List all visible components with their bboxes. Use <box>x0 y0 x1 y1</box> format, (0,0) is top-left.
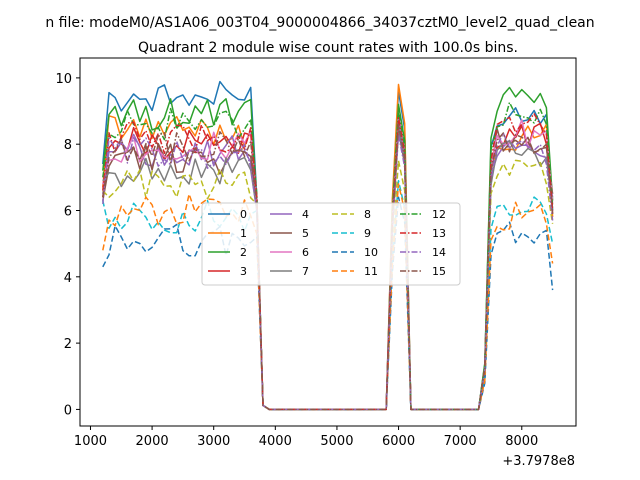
legend-label-15: 15 <box>432 265 446 278</box>
legend-label-10: 10 <box>364 246 378 259</box>
legend-label-2: 2 <box>240 246 247 259</box>
series-line-15 <box>102 123 554 411</box>
legend-label-14: 14 <box>432 246 446 259</box>
legend-label-6: 6 <box>302 246 309 259</box>
axes-frame <box>79 57 577 427</box>
x-axis: 1000 2000 3000 4000 5000 6000 7000 8000 <box>74 426 538 449</box>
y-tick-label: 8 <box>64 138 72 153</box>
legend-label-12: 12 <box>432 208 446 221</box>
x-tick-label: 1000 <box>74 434 107 449</box>
series-line-14 <box>102 132 554 411</box>
legend-label-11: 11 <box>364 265 378 278</box>
y-tick-label: 2 <box>64 337 72 352</box>
legend-label-13: 13 <box>432 227 446 240</box>
legend-label-0: 0 <box>240 208 247 221</box>
legend-label-4: 4 <box>302 208 309 221</box>
legend-label-7: 7 <box>302 265 309 278</box>
legend-label-3: 3 <box>240 265 247 278</box>
x-tick-label: 6000 <box>382 434 415 449</box>
y-axis: 0 2 4 6 8 10 <box>55 72 80 418</box>
legend-label-9: 9 <box>364 227 371 240</box>
x-tick-label: 4000 <box>259 434 292 449</box>
x-tick-label: 3000 <box>197 434 230 449</box>
x-tick-label: 2000 <box>136 434 169 449</box>
chart-title: Quadrant 2 module wise count rates with … <box>138 40 518 56</box>
legend-label-8: 8 <box>364 208 371 221</box>
y-tick-label: 0 <box>64 403 72 418</box>
legend-label-1: 1 <box>240 227 247 240</box>
figure-suptitle: n file: modeM0/AS1A06_003T04_9000004866_… <box>45 15 594 31</box>
x-tick-label: 5000 <box>320 434 353 449</box>
x-tick-label: 7000 <box>444 434 477 449</box>
x-tick-label: 8000 <box>505 434 538 449</box>
legend-box <box>201 202 461 286</box>
legend-label-5: 5 <box>302 227 309 240</box>
y-tick-label: 4 <box>64 271 72 286</box>
y-tick-label: 10 <box>55 72 72 87</box>
y-tick-label: 6 <box>64 205 72 220</box>
x-offset-label: +3.7978e8 <box>502 454 575 469</box>
plot-area <box>102 80 554 411</box>
